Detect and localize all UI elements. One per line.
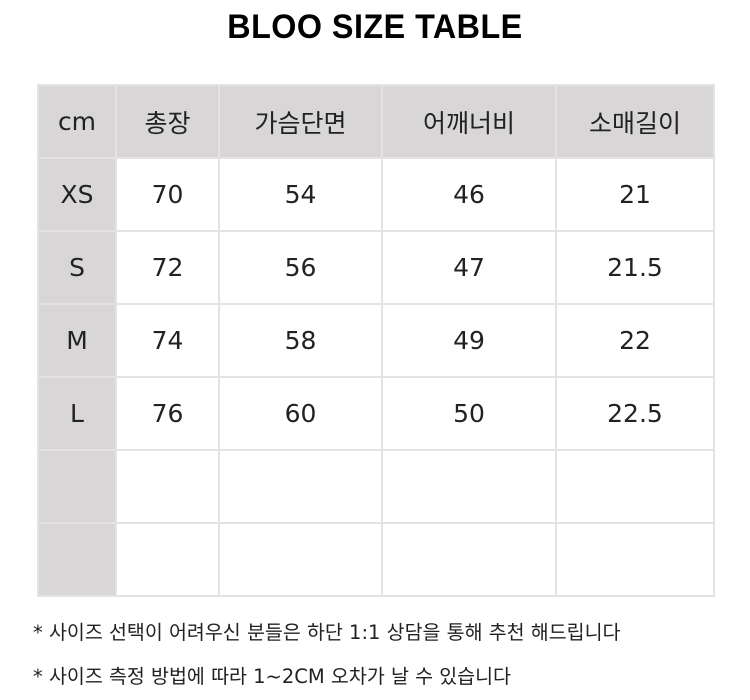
measurement-cell: 50: [381, 376, 557, 451]
measurement-cell: [381, 522, 557, 597]
measurement-cell: [555, 449, 715, 524]
measurement-cell: 46: [381, 157, 557, 232]
size-table: cm 총장 가슴단면 어깨너비 소매길이 XS 70 54 46 21 S 72 56 47 21…: [37, 84, 715, 597]
table-row: M 74 58 49 22: [37, 303, 715, 378]
table-row: [37, 449, 715, 524]
measurement-cell: 22.5: [555, 376, 715, 451]
measurement-cell: [218, 449, 383, 524]
table-row: XS 70 54 46 21: [37, 157, 715, 232]
measurement-cell: 21.5: [555, 230, 715, 305]
note-measurement: * 사이즈 측정 방법에 따라 1~2CM 오차가 날 수 있습니다: [33, 665, 511, 688]
page-title: BLOO SIZE TABLE: [227, 8, 523, 46]
note-recommendation: * 사이즈 선택이 어려우신 분들은 하단 1:1 상담을 통해 추천 해드립니…: [33, 621, 621, 644]
size-label-cell: [37, 449, 117, 524]
measurement-cell: 74: [115, 303, 220, 378]
measurement-cell: [381, 449, 557, 524]
measurement-cell: 60: [218, 376, 383, 451]
size-label-cell: M: [37, 303, 117, 378]
header-cell-unit: cm: [37, 84, 117, 159]
header-cell-shoulder: 어깨너비: [381, 84, 557, 159]
table-row: S 72 56 47 21.5: [37, 230, 715, 305]
header-cell-length: 총장: [115, 84, 220, 159]
measurement-cell: 49: [381, 303, 557, 378]
measurement-cell: 47: [381, 230, 557, 305]
measurement-cell: [555, 522, 715, 597]
size-label-cell: L: [37, 376, 117, 451]
measurement-cell: 58: [218, 303, 383, 378]
measurement-cell: [218, 522, 383, 597]
measurement-cell: [115, 522, 220, 597]
measurement-cell: 56: [218, 230, 383, 305]
measurement-cell: 21: [555, 157, 715, 232]
table-row: [37, 522, 715, 597]
header-cell-chest: 가슴단면: [218, 84, 383, 159]
size-label-cell: XS: [37, 157, 117, 232]
measurement-cell: 70: [115, 157, 220, 232]
table-row: L 76 60 50 22.5: [37, 376, 715, 451]
measurement-cell: 22: [555, 303, 715, 378]
measurement-cell: 76: [115, 376, 220, 451]
header-row: cm 총장 가슴단면 어깨너비 소매길이: [37, 84, 715, 159]
size-label-cell: [37, 522, 117, 597]
size-label-cell: S: [37, 230, 117, 305]
header-cell-sleeve: 소매길이: [555, 84, 715, 159]
measurement-cell: 72: [115, 230, 220, 305]
measurement-cell: [115, 449, 220, 524]
measurement-cell: 54: [218, 157, 383, 232]
